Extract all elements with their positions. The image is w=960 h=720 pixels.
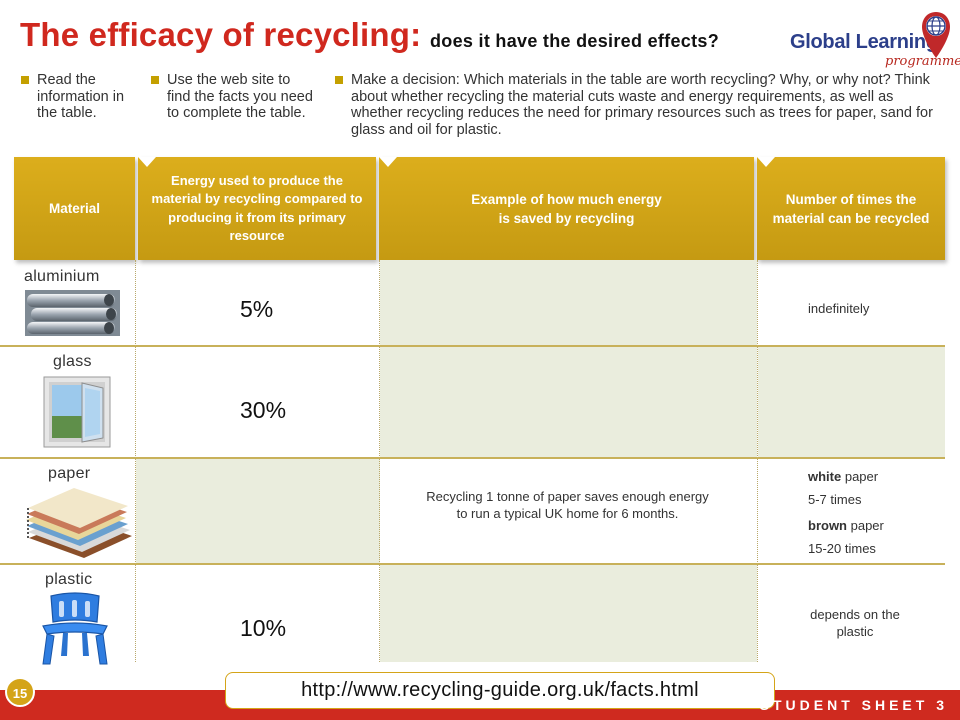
column-divider: [379, 260, 380, 662]
times-plastic: depends on the plastic: [810, 607, 900, 639]
header-notch: [138, 157, 156, 167]
header-example-saved: Example of how much energy is saved by r…: [379, 157, 754, 260]
row-divider: [0, 457, 945, 459]
instruction-3: Make a decision: Which materials in the …: [335, 72, 936, 138]
material-label-glass: glass: [53, 353, 92, 370]
plastic-chair-icon: [42, 592, 108, 665]
header-notch: [379, 157, 397, 167]
instruction-1: Read the information in the table.: [21, 72, 132, 122]
energy-plastic: 10%: [240, 615, 287, 641]
material-label-plastic: plastic: [45, 571, 93, 588]
times-paper-brown: brown paper: [808, 518, 884, 533]
bullet-square-icon: [21, 76, 29, 84]
times-paper-white: white paper: [808, 469, 879, 484]
logo-sub: programme: [885, 54, 960, 69]
header-material: Material: [14, 157, 135, 260]
header-times-recycled: Number of times the material can be recy…: [757, 157, 945, 260]
row-divider: [0, 563, 945, 565]
row-divider: [0, 345, 945, 347]
column-divider: [135, 260, 136, 662]
window-icon: [43, 376, 111, 448]
page-subtitle: does it have the desired effects?: [430, 31, 719, 51]
instruction-2: Use the web site to find the facts you n…: [151, 72, 317, 122]
material-label-aluminium: aluminium: [24, 268, 100, 285]
aluminium-pipes-icon: [25, 290, 120, 336]
page-number: 15: [5, 677, 35, 707]
recycling-guide-link[interactable]: http://www.recycling-guide.org.uk/facts.…: [225, 672, 775, 709]
times-aluminium: indefinitely: [808, 301, 870, 316]
page-title: The efficacy of recycling:: [20, 16, 422, 53]
energy-glass: 30%: [240, 397, 287, 423]
global-learning-logo: Global Learning programme: [790, 10, 960, 80]
cell-aluminium-example: [380, 260, 757, 345]
logo-text: Global Learning: [790, 31, 938, 53]
material-label-paper: paper: [48, 465, 91, 482]
header-energy-used: Energy used to produce the material by r…: [138, 157, 376, 260]
cell-glass-example: [380, 347, 757, 457]
header-notch: [757, 157, 775, 167]
times-paper-white-count: 5-7 times: [808, 492, 862, 507]
example-paper: Recycling 1 tonne of paper saves enough …: [426, 489, 709, 521]
bullet-square-icon: [335, 76, 343, 84]
cell-paper-energy: [136, 459, 380, 563]
column-divider: [757, 260, 758, 662]
globe-pin-icon: [922, 12, 950, 58]
student-sheet-label: STUDENT SHEET 3: [759, 697, 948, 713]
energy-aluminium: 5%: [240, 296, 274, 322]
paper-stack-icon: [26, 488, 132, 558]
times-paper-brown-count: 15-20 times: [808, 541, 876, 556]
cell-plastic-example: [380, 565, 757, 662]
cell-glass-times: [758, 347, 945, 457]
bullet-square-icon: [151, 76, 159, 84]
